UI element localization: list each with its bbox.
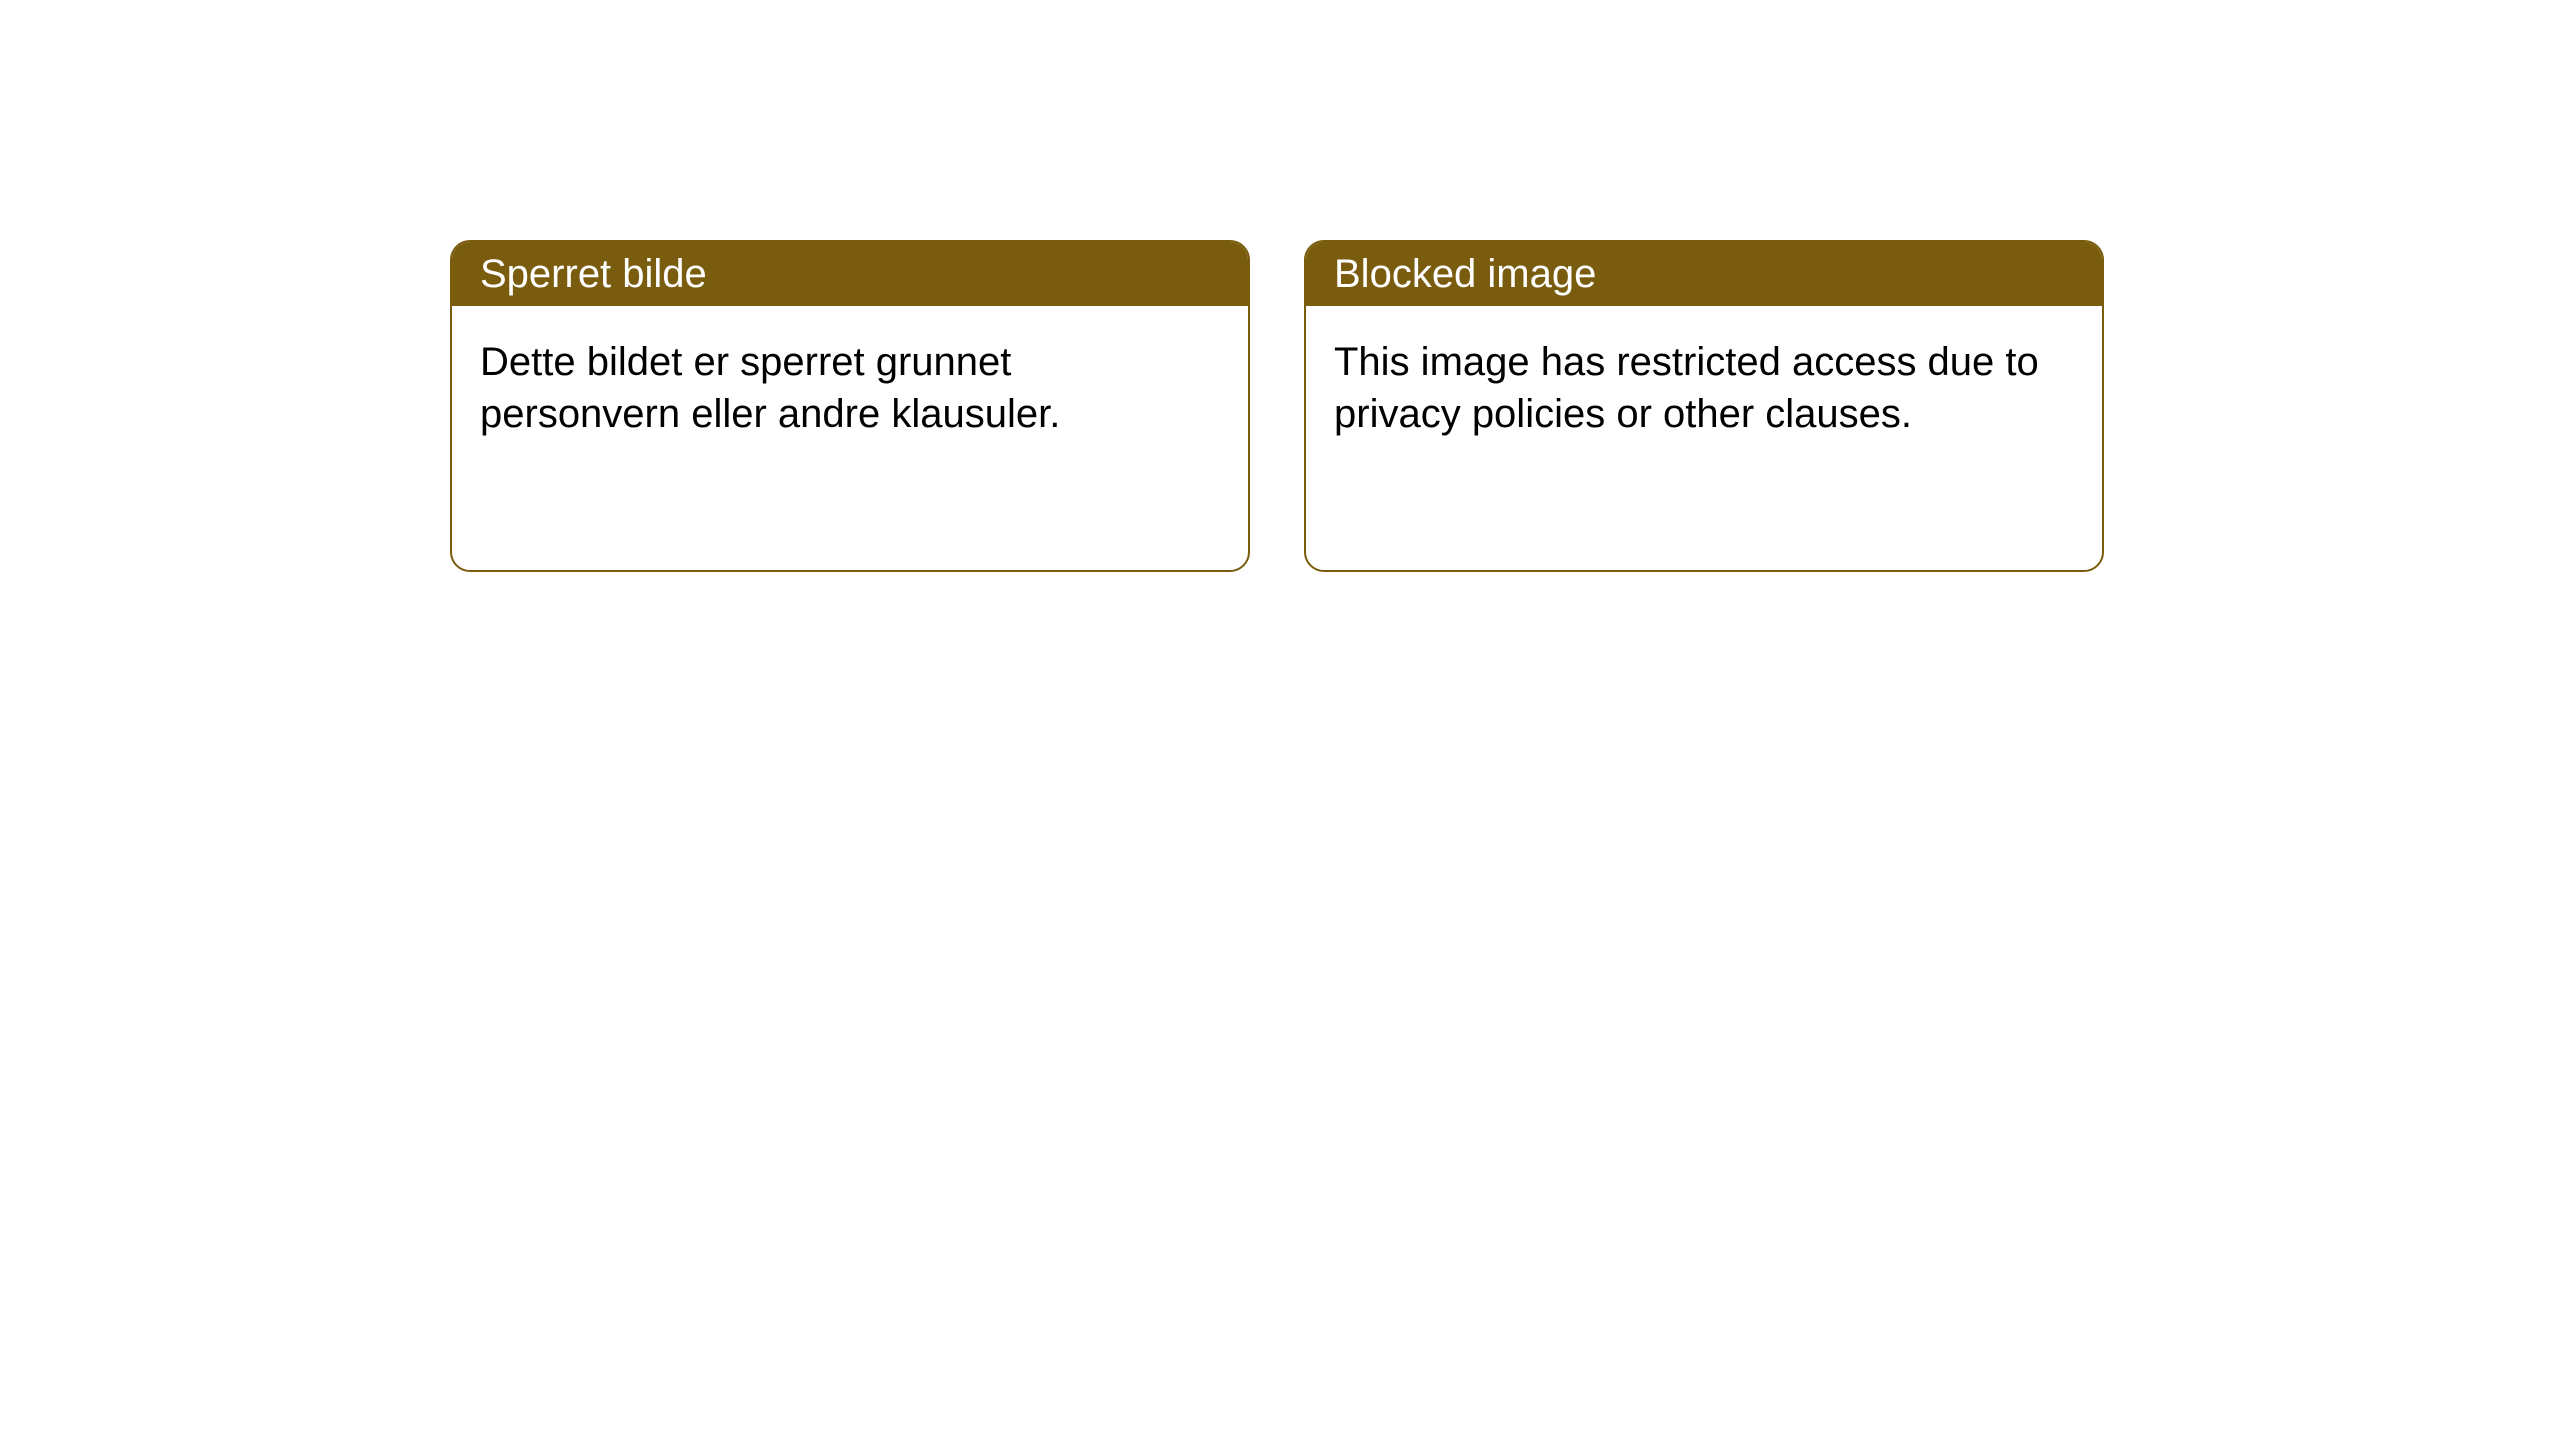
notice-header-no: Sperret bilde [452, 242, 1248, 306]
notice-title-en: Blocked image [1334, 252, 1596, 296]
notice-container: Sperret bilde Dette bildet er sperret gr… [0, 0, 2560, 572]
notice-message-en: This image has restricted access due to … [1334, 340, 2039, 436]
notice-box-no: Sperret bilde Dette bildet er sperret gr… [450, 240, 1250, 572]
notice-body-no: Dette bildet er sperret grunnet personve… [452, 306, 1248, 470]
notice-box-en: Blocked image This image has restricted … [1304, 240, 2104, 572]
notice-header-en: Blocked image [1306, 242, 2102, 306]
notice-body-en: This image has restricted access due to … [1306, 306, 2102, 470]
notice-title-no: Sperret bilde [480, 252, 707, 296]
notice-message-no: Dette bildet er sperret grunnet personve… [480, 340, 1060, 436]
